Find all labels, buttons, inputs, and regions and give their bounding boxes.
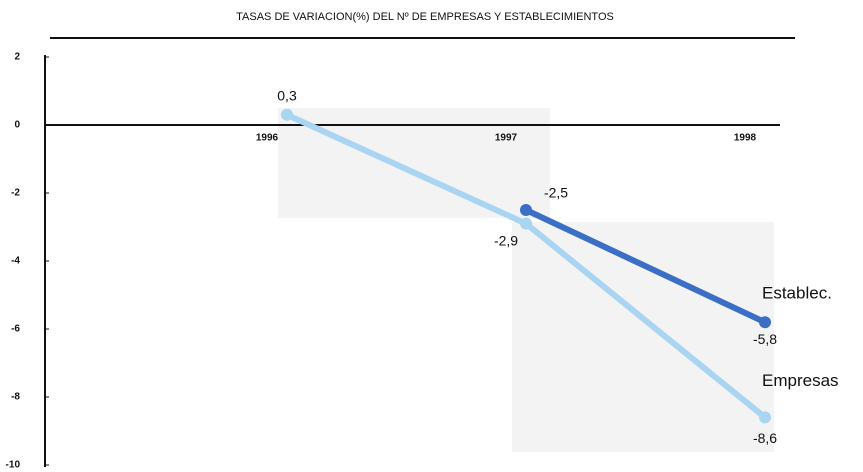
x-tick-label: 1996 — [256, 133, 279, 144]
series-label: Establec. — [762, 284, 832, 303]
x-tick-label: 1998 — [734, 133, 757, 144]
point — [281, 108, 293, 121]
shade — [512, 222, 774, 452]
y-tick-label: -8 — [11, 392, 20, 403]
shade — [278, 108, 550, 218]
point — [520, 217, 532, 230]
value-label: -2,9 — [494, 232, 518, 248]
value-label: -2,5 — [544, 185, 568, 201]
y-tick-label: 2 — [14, 52, 20, 63]
point — [759, 316, 771, 329]
y-tick-label: -6 — [11, 324, 20, 335]
y-tick-label: -2 — [11, 188, 20, 199]
series-line — [523, 207, 768, 326]
chart-title: TASAS DE VARIACION(%) DEL Nº DE EMPRESAS… — [236, 11, 614, 23]
y-tick-label: 0 — [14, 120, 20, 131]
y-tick-label: -4 — [11, 256, 20, 267]
value-label: -5,8 — [753, 331, 777, 347]
value-label: 0,3 — [277, 88, 297, 104]
value-label: -8,6 — [753, 430, 777, 446]
x-tick-label: 1997 — [495, 133, 518, 144]
point — [520, 204, 532, 216]
y-tick-label: -10 — [6, 460, 21, 471]
series-label: Empresas — [762, 371, 839, 390]
point — [759, 411, 771, 424]
